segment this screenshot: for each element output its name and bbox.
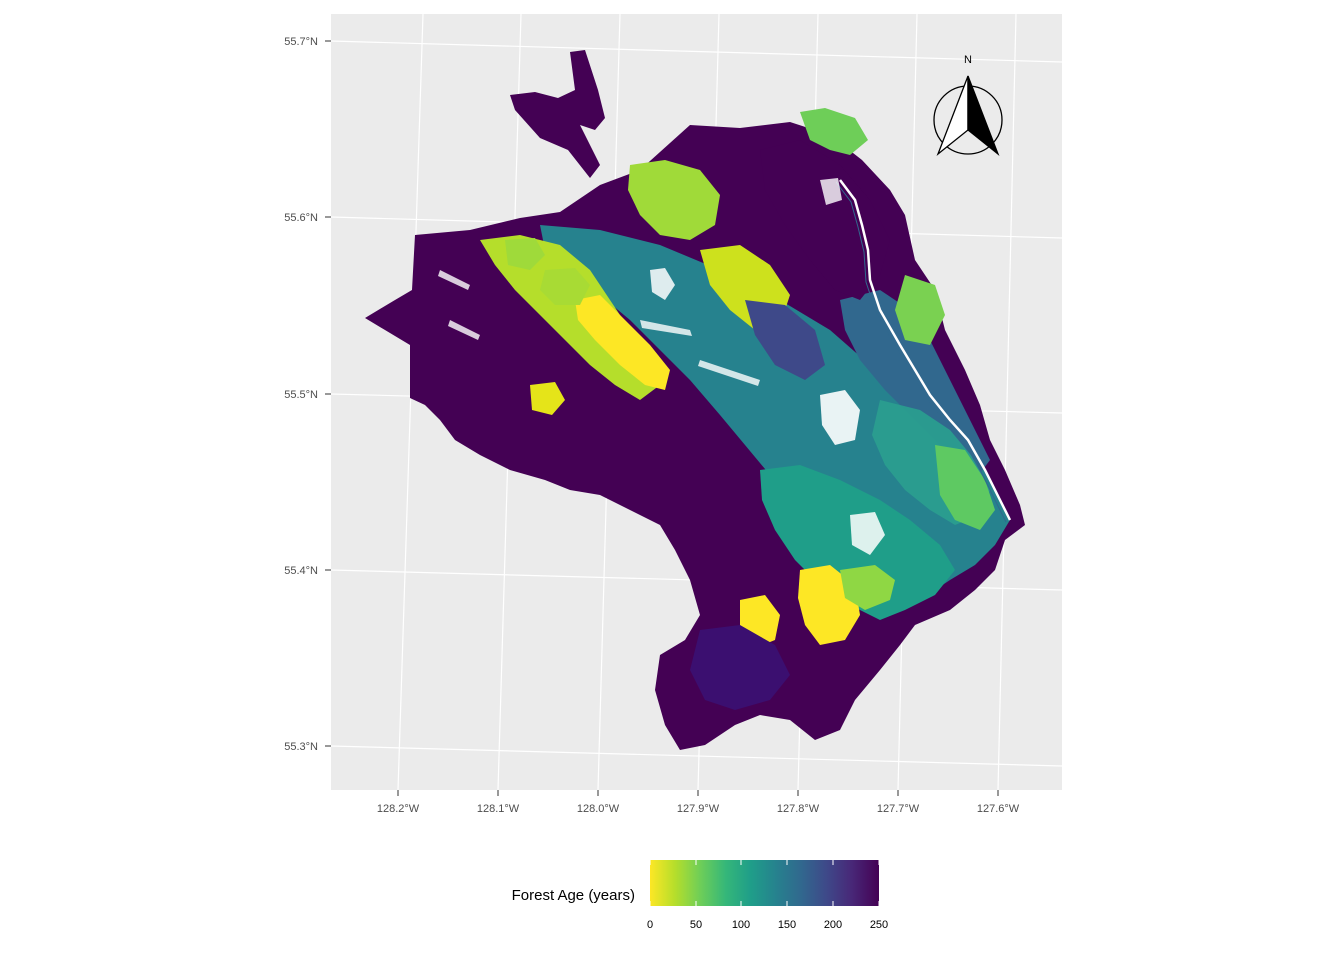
forest-region-young-green-nw2 (505, 238, 545, 270)
legend-tick-label: 150 (778, 919, 796, 931)
y-axis: 55.7°N 55.6°N 55.5°N 55.4°N 55.3°N (284, 36, 331, 753)
forest-region-mid-east (840, 290, 990, 480)
x-tick-label: 128.1°W (477, 803, 520, 815)
legend-tick-label: 100 (732, 919, 750, 931)
forest-region-mid-central (540, 225, 1010, 600)
x-tick-label: 127.7°W (877, 803, 920, 815)
x-tick-label: 128.2°W (377, 803, 420, 815)
non-forest-gap-3 (650, 268, 675, 300)
graticule-lat-55.3 (331, 745, 1062, 767)
forest-region-young-green-w (540, 268, 590, 305)
forest-region-young-north (628, 160, 720, 240)
legend-title: Forest Age (years) (512, 887, 635, 904)
north-label: N (964, 54, 972, 66)
forest-region-young-green-east (895, 275, 945, 345)
forest-region-young-yellow-5 (530, 382, 565, 415)
forest-region-old-south-lobe (690, 625, 790, 710)
river (839, 179, 1012, 521)
non-forest-gap-7 (438, 270, 470, 290)
y-tick-label: 55.3°N (284, 741, 318, 753)
forest-region-north-arm (510, 50, 605, 178)
forest-region-mid-blue-ne (745, 300, 825, 380)
forest-region-young-green-s (840, 565, 895, 610)
graticule-lon-128.2 (397, 14, 424, 790)
y-tick-label: 55.5°N (284, 389, 318, 401)
river-outline (835, 181, 1007, 523)
x-tick-label: 127.9°W (677, 803, 720, 815)
forest-region-young-yellow-1 (575, 295, 670, 390)
non-forest-gap-8 (448, 320, 480, 340)
forest-region-young-green-se (935, 445, 995, 530)
forest-region-old-east-ridge (760, 140, 890, 300)
non-forest-gap-6 (820, 178, 842, 205)
x-tick-label: 128.0°W (577, 803, 620, 815)
non-forest-gap-5 (698, 360, 760, 386)
legend-tick-label: 250 (870, 919, 888, 931)
legend-colorbar (650, 860, 879, 906)
legend-tick-label: 50 (690, 919, 702, 931)
y-tick-label: 55.6°N (284, 212, 318, 224)
y-tick-label: 55.7°N (284, 36, 318, 48)
x-tick-label: 127.6°W (977, 803, 1020, 815)
north-arrow-icon: N (933, 54, 1003, 157)
forest-region-young-ne (800, 108, 868, 155)
x-tick-label: 127.8°W (777, 803, 820, 815)
x-axis: 128.2°W 128.1°W 128.0°W 127.9°W 127.8°W … (377, 790, 1020, 815)
legend-tick-label: 0 (647, 919, 653, 931)
non-forest-gap-1 (820, 390, 860, 445)
graticule-lon-127.6 (997, 14, 1017, 790)
legend: Forest Age (years) 0 50 100 150 200 250 (512, 860, 888, 931)
legend-tick-label: 200 (824, 919, 842, 931)
y-tick-label: 55.4°N (284, 565, 318, 577)
non-forest-gap-2 (850, 512, 885, 555)
forest-age-map (365, 50, 1025, 750)
non-forest-gap-4 (640, 320, 692, 336)
